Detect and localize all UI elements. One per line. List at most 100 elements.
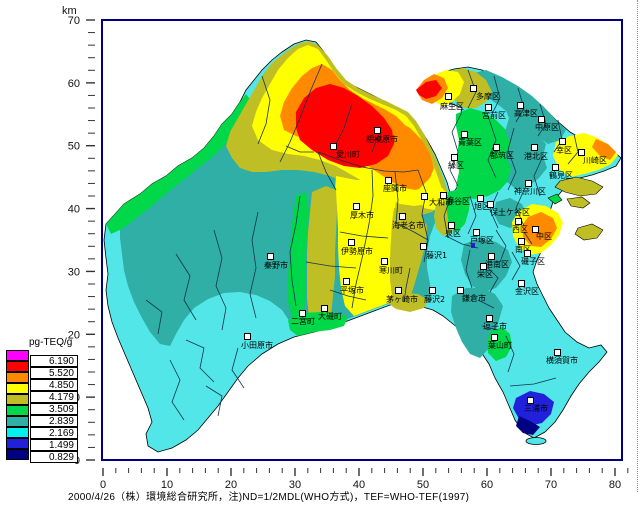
y-tick-label: 30 [68, 266, 80, 278]
sample-point-label: 青葉区 [458, 138, 482, 147]
sample-point-marker [491, 334, 498, 341]
sample-point-label: 逗子市 [483, 322, 507, 331]
region-blue-dot [471, 243, 475, 248]
sample-point-marker [321, 305, 328, 312]
sample-point-marker [445, 93, 452, 100]
sample-point-marker [440, 192, 447, 199]
region-red-asao-tip [416, 80, 442, 99]
legend-value: 3.509 [30, 403, 78, 415]
legend-value: 2.839 [30, 415, 78, 427]
sample-point-marker [486, 315, 493, 322]
sample-point-label: 栄区 [477, 270, 493, 279]
legend-value: 2.169 [30, 427, 78, 439]
sample-point-label: 鶴見区 [549, 171, 573, 180]
y-tick-label: 60 [68, 78, 80, 90]
sample-point-label: 西区 [512, 225, 528, 234]
legend-swatch [6, 350, 29, 361]
region-green-seya [446, 188, 470, 232]
region-green-yokohama-nw [456, 108, 514, 199]
sample-point-marker [461, 131, 468, 138]
sample-point-marker [488, 253, 495, 260]
legend-swatch [6, 416, 29, 427]
legend-swatch [6, 405, 29, 416]
region-olive-island-1 [554, 176, 604, 197]
sample-point-marker [532, 226, 539, 233]
x-tick-label: 0 [100, 479, 106, 491]
sample-point-label: 磯子区 [521, 257, 545, 266]
sample-point-marker [457, 287, 464, 294]
y-tick-label: 70 [68, 15, 80, 27]
sample-point-label: 大磯町 [318, 312, 342, 321]
legend-value: 0.829 [30, 451, 78, 463]
sample-point-label: 海老名市 [392, 221, 424, 230]
caption-text: 2000/4/26（株）環境総合研究所，注)ND=1/2MDL(WHO方式)，T… [68, 492, 470, 503]
y-tick-label: 50 [68, 141, 80, 153]
x-tick-label: 60 [481, 479, 493, 491]
sample-point-marker [395, 287, 402, 294]
sample-point-label: 都筑区 [490, 151, 514, 160]
legend-swatch [6, 383, 29, 394]
sample-point-marker [552, 164, 559, 171]
sample-point-marker [420, 243, 427, 250]
region-olive-column-left [307, 186, 337, 327]
sample-point-label: 泉区 [445, 229, 461, 238]
sample-point-marker [399, 213, 406, 220]
sample-point-label: 平塚市 [340, 286, 364, 295]
region-olive-column-right [390, 208, 427, 300]
x-tick-label: 80 [609, 479, 621, 491]
sample-point-marker [487, 201, 494, 208]
sample-point-marker [485, 104, 492, 111]
sample-point-label: 藤沢1 [426, 251, 448, 260]
sample-point-marker [451, 154, 458, 161]
sample-point-label: 保土ケ谷区 [490, 208, 530, 217]
sample-point-marker [385, 177, 392, 184]
region-navy-miura [516, 416, 540, 435]
jogashima-island [525, 437, 547, 445]
prefecture-landmass [103, 39, 622, 453]
x-tick-label: 50 [417, 479, 429, 491]
sample-point-label: 座間市 [383, 184, 407, 193]
legend-value: 1.499 [30, 439, 78, 451]
sample-point-label: 港北区 [524, 152, 548, 161]
sample-point-label: 藤沢2 [424, 295, 446, 304]
sample-point-label: 緑区 [448, 161, 464, 170]
legend-title: pg-TEQ/g [29, 337, 73, 348]
sample-point-label: 幸区 [556, 146, 572, 155]
sample-point-label: 二宮町 [291, 317, 315, 326]
legend-value: 4.850 [30, 379, 78, 391]
sample-point-label: 金沢区 [515, 287, 539, 296]
legend-value: 4.179 [30, 391, 78, 403]
sample-point-label: 愛川町 [336, 150, 360, 159]
sample-point-label: 宮前区 [482, 111, 506, 120]
sample-point-marker [477, 195, 484, 202]
sample-point-marker [473, 229, 480, 236]
sample-point-label: 瀬谷区 [446, 197, 470, 206]
sample-point-marker [374, 127, 381, 134]
legend-swatch [6, 361, 29, 372]
sample-point-marker [381, 258, 388, 265]
sample-point-marker [518, 280, 525, 287]
window-edge-dotted-line [637, 0, 638, 492]
sample-point-marker [531, 144, 538, 151]
sample-point-marker [518, 238, 525, 245]
sample-point-marker [480, 263, 487, 270]
sample-point-marker [517, 102, 524, 109]
sample-point-label: 横須賀市 [546, 356, 578, 365]
sample-point-marker [348, 239, 355, 246]
region-teal-kohoku [505, 92, 547, 190]
legend-value: 5.520 [30, 367, 78, 379]
x-tick-label: 20 [225, 479, 237, 491]
x-tick-label: 40 [353, 479, 365, 491]
sample-point-label: 戸塚区 [470, 236, 494, 245]
sample-point-marker [429, 287, 436, 294]
region-olive-island-2 [566, 196, 591, 209]
sample-point-marker [421, 193, 428, 200]
sample-point-label: 三浦市 [524, 404, 548, 413]
sample-point-label: 葉山町 [488, 341, 512, 350]
sample-point-label: 高津区 [514, 109, 538, 118]
municipal-borders [145, 63, 579, 421]
region-green-coast [288, 312, 348, 336]
sample-point-label: 多摩区 [476, 92, 500, 101]
legend-swatch [6, 449, 29, 460]
